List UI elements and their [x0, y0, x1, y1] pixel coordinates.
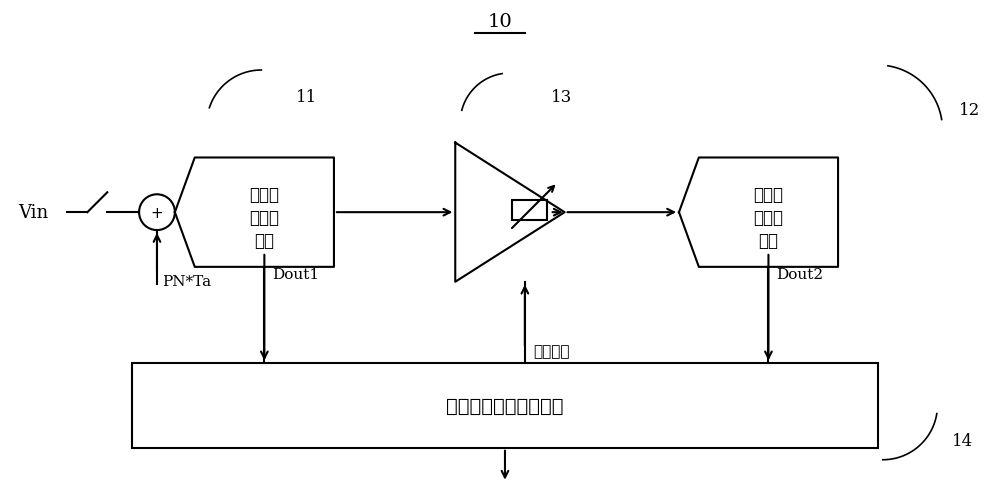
Text: 换器: 换器 — [254, 231, 274, 249]
Text: 第一级: 第一级 — [249, 186, 279, 204]
Text: 数字校准控制逻辑电路: 数字校准控制逻辑电路 — [446, 396, 564, 415]
Text: 换器: 换器 — [758, 231, 778, 249]
Text: 11: 11 — [295, 89, 317, 106]
Text: Dout1: Dout1 — [272, 267, 319, 281]
Bar — [512, 201, 547, 221]
Text: 13: 13 — [551, 89, 572, 106]
Text: +: + — [151, 205, 163, 220]
Polygon shape — [679, 158, 838, 267]
Text: 12: 12 — [959, 102, 980, 119]
Text: Dout2: Dout2 — [776, 267, 824, 281]
Bar — [132, 363, 878, 448]
Text: 控制增益: 控制增益 — [533, 344, 569, 359]
Text: 第二级: 第二级 — [753, 186, 783, 204]
Text: PN*Ta: PN*Ta — [162, 274, 211, 288]
Polygon shape — [455, 143, 565, 282]
Text: 10: 10 — [488, 13, 512, 31]
Text: 模数转: 模数转 — [753, 209, 783, 227]
Text: Vin: Vin — [18, 204, 48, 222]
Polygon shape — [175, 158, 334, 267]
Text: 14: 14 — [952, 433, 973, 450]
Text: 模数转: 模数转 — [249, 209, 279, 227]
